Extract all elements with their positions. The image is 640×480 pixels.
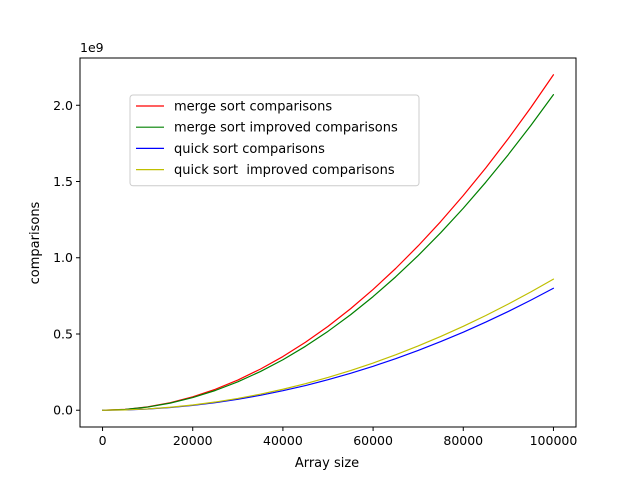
x-tick-label: 100000: [530, 433, 578, 448]
y-axis-title: comparisons: [28, 201, 43, 284]
x-tick-label: 60000: [353, 433, 393, 448]
y-tick-label: 0.0: [53, 403, 73, 418]
y-tick-label: 1.5: [53, 174, 73, 189]
x-tick-label: 20000: [173, 433, 213, 448]
legend-label-0: merge sort comparisons: [174, 100, 332, 115]
x-tick-label: 80000: [443, 433, 483, 448]
y-tick-label: 1.0: [53, 250, 73, 265]
legend: merge sort comparisons merge sort improve…: [129, 94, 420, 187]
legend-label-1: merge sort improved comparisons: [174, 121, 398, 136]
y-tick-label: 0.5: [53, 326, 73, 341]
legend-label-3: quick sort improved comparisons: [174, 163, 395, 178]
legend-box: [129, 94, 420, 187]
series-line-3: [101, 278, 555, 411]
series-line-1: [101, 93, 555, 411]
axes-layer: 0 20000 40000 60000 80000 100000 0.0 0.5 1.0 1.5 2…: [53, 57, 578, 448]
y-tick-label: 2.0: [53, 98, 73, 113]
legend-label-2: quick sort comparisons: [174, 142, 325, 157]
x-tick-label: 0: [99, 433, 107, 448]
plot-frame: [79, 57, 577, 428]
series-layer: [101, 74, 555, 411]
y-offset-label: 1e9: [80, 40, 104, 55]
x-axis-title: Array size: [295, 456, 359, 471]
x-tick-label: 40000: [263, 433, 303, 448]
